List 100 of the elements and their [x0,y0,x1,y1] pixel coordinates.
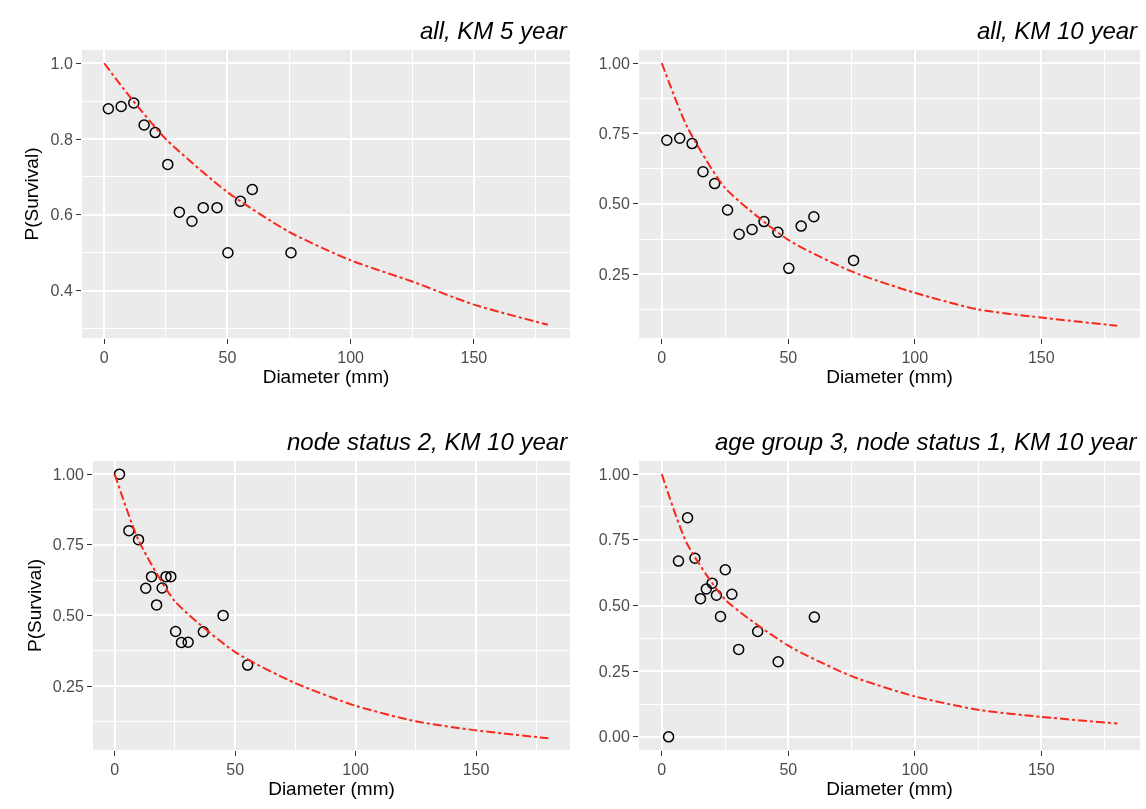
x-axis-title: Diameter (mm) [262,366,390,388]
point [169,625,182,638]
x-tick-label: 100 [901,349,929,367]
y-tick-label: 0.25 [52,677,84,695]
point [694,592,707,605]
point [140,582,152,595]
point [721,204,734,216]
line-series [660,473,1119,725]
point [186,215,198,228]
x-tick-label: 100 [901,761,929,779]
x-axis-title: Diameter (mm) [826,778,953,800]
point [733,228,745,241]
y-axis-title: P(Survival) [21,147,43,241]
point [217,609,229,622]
point [708,177,721,190]
point [102,102,115,115]
point [673,132,686,145]
x-tick-label: 150 [1027,761,1055,779]
x-tick-label: 50 [226,761,245,779]
point [672,555,685,567]
x-tick-label: 100 [342,761,370,779]
point [113,468,126,480]
point [706,577,718,589]
point [160,570,172,583]
y-tick-label: 0.6 [50,206,73,224]
point [795,220,807,232]
line-series [103,62,549,326]
point [808,611,821,623]
y-tick-label: 0.8 [50,130,73,148]
point [689,552,701,564]
point [246,183,259,196]
point [115,100,127,113]
point [719,564,732,576]
point [173,206,186,218]
point [182,636,194,648]
point [681,512,694,524]
point [726,588,738,600]
y-tick-label: 1.00 [598,465,630,483]
x-tick-label: 0 [110,761,120,779]
y-tick-label: 0.4 [50,282,73,300]
point [697,166,709,178]
y-tick-label: 0.50 [598,195,630,213]
point [211,201,223,214]
x-tick-label: 0 [657,761,667,779]
point [175,636,188,649]
y-tick-label: 0.75 [52,536,84,554]
point [234,195,247,207]
point [714,610,727,623]
point [123,524,135,537]
point [700,583,713,595]
point [662,731,675,743]
point [285,246,297,259]
point [783,262,795,275]
x-tick-label: 150 [462,761,490,779]
point [772,226,784,239]
x-tick-label: 0 [99,349,109,367]
point [661,134,673,146]
y-tick-label: 0.75 [598,531,630,549]
point [132,533,145,546]
point [149,126,161,139]
point [847,254,860,267]
y-tick-label: 0.25 [598,265,630,283]
point [746,223,758,236]
chart-title: age group 3, node status 1, KM 10 year [715,428,1138,455]
y-tick-label: 1.0 [50,54,73,72]
x-tick-label: 100 [337,349,365,367]
point [156,582,168,594]
chart-title: node status 2, KM 10 year [287,428,569,455]
point [138,119,150,131]
point [241,659,254,671]
x-tick-label: 50 [779,761,798,779]
y-axis-title: P(Survival) [23,559,45,652]
point [150,599,163,611]
point [772,655,784,668]
line-series [660,62,1119,327]
y-tick-label: 0.75 [598,125,630,143]
point [197,201,210,214]
x-axis-title: Diameter (mm) [826,366,953,388]
y-tick-label: 0.00 [598,728,630,746]
point [751,625,764,638]
x-tick-label: 0 [657,349,667,367]
y-tick-label: 0.50 [598,597,630,615]
chart-title: all, KM 10 year [977,17,1139,44]
point [165,570,177,583]
point [128,97,140,109]
point [732,643,745,656]
y-tick-label: 1.00 [52,465,84,483]
y-tick-label: 1.00 [598,54,630,72]
point [222,246,234,259]
x-tick-label: 50 [779,349,798,367]
x-tick-label: 50 [218,349,237,367]
point [710,589,723,601]
point [686,137,698,150]
point [808,211,820,223]
point [162,158,174,171]
chart-title: all, KM 5 year [420,17,568,44]
x-tick-label: 150 [460,349,488,367]
y-tick-label: 0.25 [598,662,630,680]
y-tick-label: 0.50 [52,606,84,624]
point [758,215,770,228]
